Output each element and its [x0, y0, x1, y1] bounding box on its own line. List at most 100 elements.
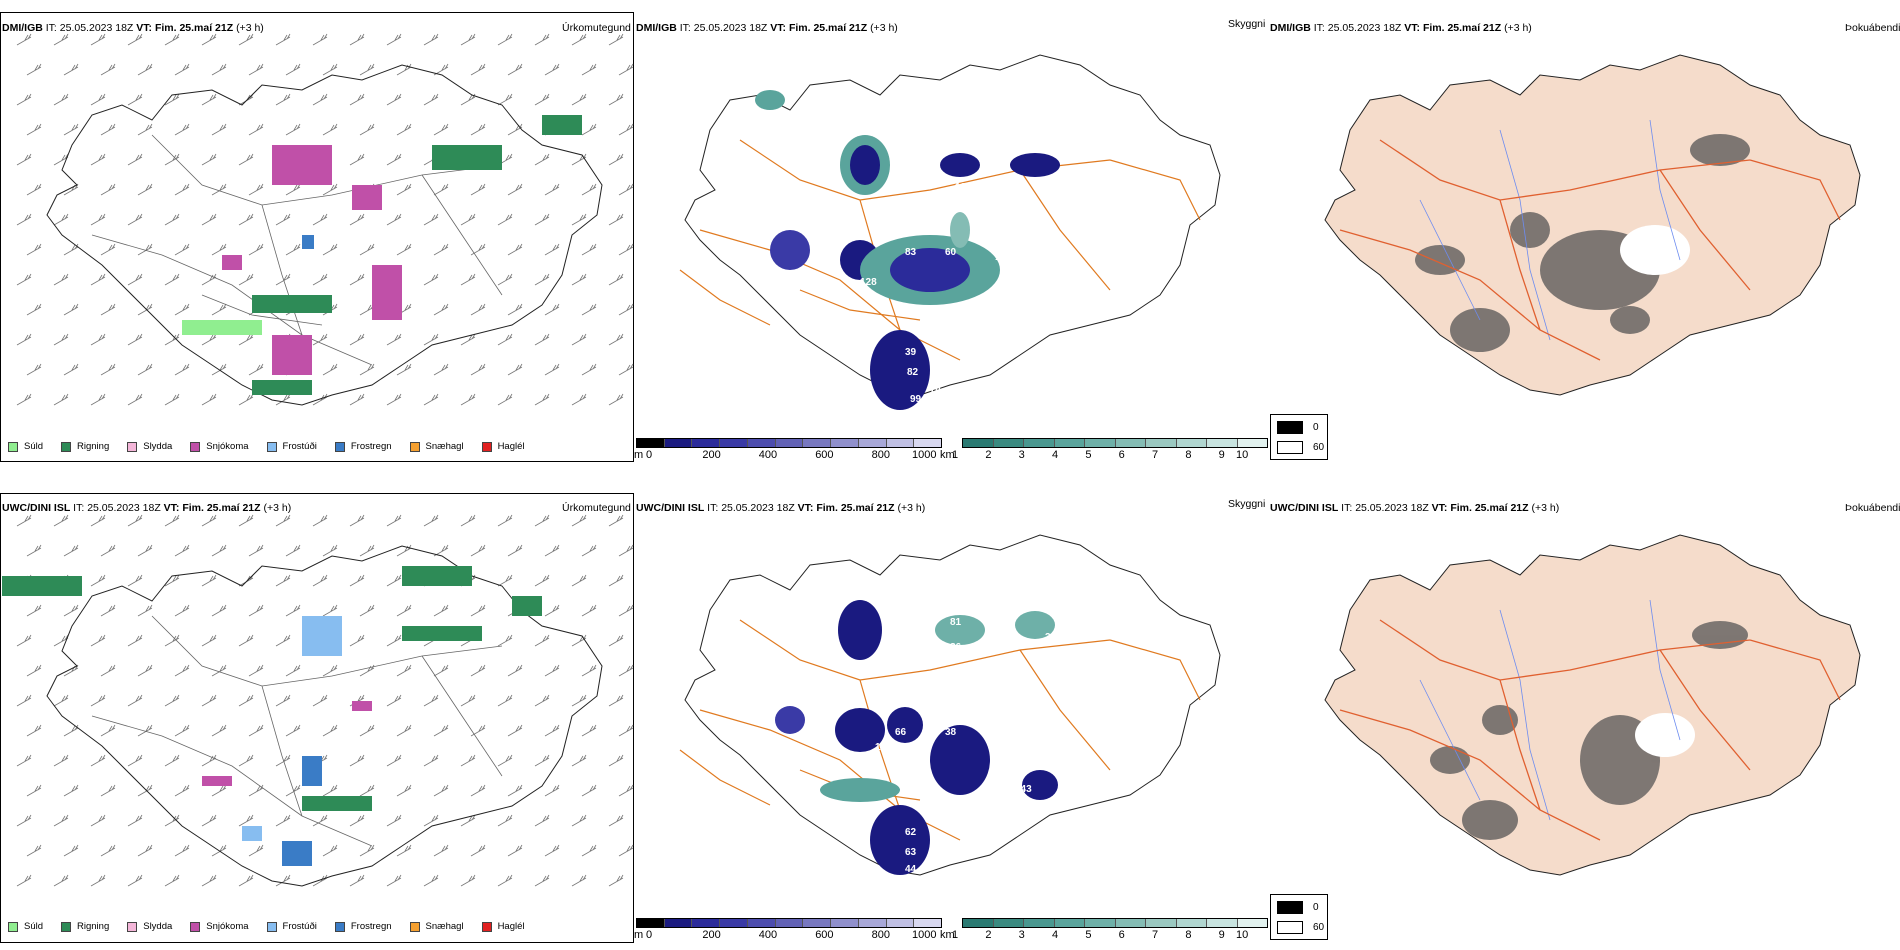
legend-label: Slydda — [143, 921, 173, 932]
colorbar-tick: 5 — [1085, 929, 1092, 941]
wind-barb — [211, 844, 227, 857]
colorbar-unit: km — [940, 929, 955, 941]
ceiling-label: 99 — [910, 394, 922, 405]
wind-barb — [433, 303, 449, 316]
ceiling-label: 128 — [860, 277, 877, 288]
wind-barb — [433, 123, 449, 136]
colorbar-cell — [993, 919, 1024, 927]
colorbar-cell — [1085, 919, 1116, 927]
wind-barb — [248, 63, 264, 76]
wind-barb — [285, 243, 301, 256]
wind-barb — [53, 634, 69, 647]
wind-barb — [460, 694, 476, 707]
wind-barb — [618, 63, 634, 76]
it-label: IT: — [679, 22, 691, 34]
wind-barb — [26, 604, 42, 617]
colorbar-tick: 7 — [1152, 929, 1159, 941]
wind-barb — [312, 393, 328, 406]
wind-barb — [174, 123, 190, 136]
ceiling-label: 39 — [905, 347, 917, 358]
wind-barb — [164, 213, 180, 226]
wind-barb — [312, 814, 328, 827]
wind-barb — [26, 844, 42, 857]
wind-barb — [16, 153, 32, 166]
wind-barb — [201, 694, 217, 707]
lead-time: (+3 h) — [236, 22, 264, 34]
wind-barb — [312, 273, 328, 286]
colorbar-cell — [692, 439, 721, 447]
fog-legend-value: 0 — [1313, 422, 1319, 433]
colorbar-cell — [886, 919, 915, 927]
wind-barb — [275, 754, 291, 767]
colorbar-cell — [1207, 919, 1238, 927]
wind-barb — [174, 243, 190, 256]
wind-barb — [423, 33, 439, 46]
ceiling-label: 83 — [905, 247, 917, 258]
colorbar-tick: 8 — [1185, 929, 1192, 941]
colorbar-cell — [1176, 439, 1207, 447]
vt-value: Fim. 25.maí 21Z — [788, 22, 868, 34]
wind-barb — [608, 333, 624, 346]
fog-legend-value: 60 — [1313, 442, 1325, 453]
legend-label: Haglél — [497, 921, 525, 932]
wind-barb — [26, 724, 42, 737]
wind-barb — [544, 63, 560, 76]
wind-barb — [26, 544, 42, 557]
legend-swatch — [481, 441, 492, 452]
wind-barb — [571, 814, 587, 827]
ceiling-area — [755, 90, 785, 110]
wind-barbs — [16, 514, 634, 887]
wind-barb — [238, 754, 254, 767]
it-label: IT: — [1341, 502, 1353, 514]
wind-barb — [100, 243, 116, 256]
wind-barb — [285, 784, 301, 797]
vt-value: Fim. 25.maí 21Z — [1450, 502, 1529, 514]
wind-barb — [275, 33, 291, 46]
wind-barb — [423, 93, 439, 106]
lead-time: (+3 h) — [1504, 22, 1532, 34]
legend-swatch — [481, 921, 492, 932]
wind-barb — [53, 93, 69, 106]
wind-barb — [423, 273, 439, 286]
colorbar-tick: 9 — [1218, 449, 1225, 461]
wind-barb — [359, 784, 375, 797]
it-value: 25.05.2023 18Z — [693, 22, 768, 34]
wind-barb — [137, 664, 153, 677]
colorbar-tick: 2 — [985, 449, 992, 461]
wind-barb — [127, 634, 143, 647]
legend-item-7: Haglél — [481, 441, 525, 452]
wind-barb — [238, 514, 254, 527]
ceiling-label: 74 — [930, 384, 942, 395]
wind-barb — [100, 664, 116, 677]
ceiling-label: 62 — [905, 827, 917, 838]
it-label: IT: — [73, 502, 85, 514]
legend-label: Slydda — [143, 441, 173, 452]
wind-barb — [423, 754, 439, 767]
wind-barb — [581, 604, 597, 617]
wind-barb — [285, 123, 301, 136]
wind-barb — [618, 123, 634, 136]
wind-barb — [201, 634, 217, 647]
fog-panel-header-2: UWC/DINI ISL IT: 25.05.2023 18Z VT: Fim.… — [1270, 502, 1559, 514]
wind-barb — [322, 363, 338, 376]
wind-barb — [497, 754, 513, 767]
wind-barb — [100, 604, 116, 617]
colorbar-cell — [831, 919, 859, 927]
wind-barb — [238, 874, 254, 887]
legend-label: Frostregn — [350, 441, 392, 452]
colorbar-tick: 600 — [815, 929, 834, 941]
wind-barb — [433, 363, 449, 376]
wind-barb — [211, 183, 227, 196]
wind-barb — [544, 243, 560, 256]
wind-barb — [396, 844, 412, 857]
wind-barb — [164, 694, 180, 707]
wind-barb — [571, 273, 587, 286]
wind-barb — [285, 183, 301, 196]
wind-barbs — [16, 33, 634, 406]
legend-label: Haglél — [497, 441, 525, 452]
wind-barb — [53, 153, 69, 166]
wind-barb — [53, 213, 69, 226]
wind-barb — [248, 604, 264, 617]
